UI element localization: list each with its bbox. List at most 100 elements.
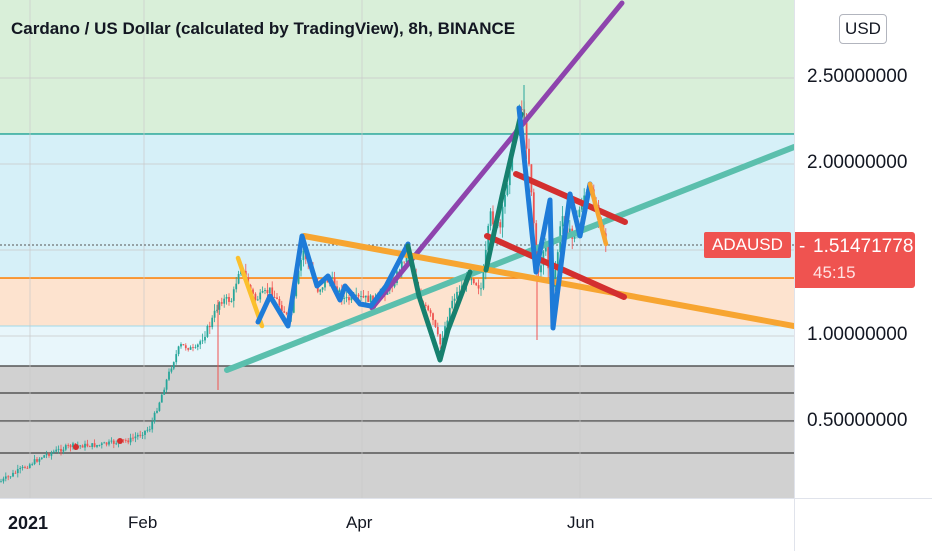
candle-body <box>60 448 62 452</box>
candle-body <box>199 341 202 345</box>
candle-body <box>108 441 110 445</box>
candle-body <box>561 216 564 227</box>
candle-body <box>331 277 334 279</box>
candle-body <box>189 347 192 350</box>
candle-body <box>547 246 550 269</box>
candle-body <box>165 379 168 390</box>
grid-lines <box>0 0 794 498</box>
candle-body <box>168 371 170 380</box>
x-tick-label: Feb <box>128 513 158 532</box>
candle-body <box>98 444 101 446</box>
candle-body <box>93 443 96 447</box>
candle-body <box>345 297 348 299</box>
candle-body <box>43 455 46 458</box>
candle-body <box>338 289 341 292</box>
candle-body <box>110 440 113 442</box>
wave-blue-right <box>516 105 593 331</box>
candle-body <box>300 260 302 271</box>
candle-body <box>273 297 276 299</box>
candle-body <box>163 389 166 395</box>
candle-body <box>136 434 139 437</box>
y-tick-label: 2.00000000 <box>807 152 908 173</box>
candle-body <box>122 439 125 441</box>
candle-body <box>153 412 156 422</box>
candle-body <box>436 326 439 335</box>
candle-body <box>326 281 329 283</box>
candle-body <box>446 320 449 327</box>
candle-body <box>554 269 557 287</box>
candle-body <box>297 270 300 284</box>
chart-plot-area[interactable]: Cardano / US Dollar (calculated by Tradi… <box>0 0 794 498</box>
candle-body <box>192 347 194 348</box>
candle-body <box>196 344 199 347</box>
candle-body <box>439 334 442 345</box>
symbol-badge: ADAUSD <box>704 232 791 258</box>
x-tick-label: Jun <box>567 513 595 532</box>
candle-body <box>532 192 535 224</box>
candle-body <box>144 430 146 435</box>
candle-body <box>91 443 94 447</box>
candle-body <box>525 120 528 149</box>
event-dot <box>117 438 123 444</box>
candle-body <box>175 354 178 363</box>
candle-body <box>182 344 185 346</box>
candle-body <box>357 294 360 297</box>
time-axis[interactable]: 2021 Feb Apr Jun <box>0 498 794 551</box>
y-tick-label: 1.00000000 <box>807 324 908 345</box>
candle-body <box>129 437 132 443</box>
candle-body <box>134 436 137 439</box>
candle-body <box>194 346 197 348</box>
candle-body <box>220 302 223 304</box>
wave-green-up <box>483 111 524 273</box>
wave-orange-right <box>587 181 609 247</box>
candle-body <box>12 472 14 477</box>
candle-body <box>268 287 271 294</box>
candle-body <box>492 211 494 225</box>
chart-title: Cardano / US Dollar (calculated by Tradi… <box>11 19 516 38</box>
candle-body <box>33 459 36 465</box>
candle-body <box>540 265 542 273</box>
candle-body <box>520 109 523 110</box>
x-tick-label: 2021 <box>8 513 49 533</box>
candle-body <box>254 293 257 301</box>
candle-body <box>184 345 187 349</box>
candle-body <box>278 298 281 306</box>
candle-body <box>213 310 216 318</box>
candle-body <box>124 440 127 441</box>
candle-body <box>256 299 259 301</box>
candle-body <box>208 326 211 328</box>
candle-body <box>393 283 396 287</box>
candle-body <box>424 304 427 306</box>
price-tick-mark: - <box>799 236 806 257</box>
wave-yellow <box>235 255 265 329</box>
candle-body <box>235 283 238 290</box>
zone-green <box>0 0 794 134</box>
candle-body <box>141 434 144 436</box>
candle-body <box>146 429 149 431</box>
candle-body <box>489 211 492 226</box>
candle-body <box>88 446 91 448</box>
candle-body <box>96 445 98 447</box>
candle-body <box>266 290 269 294</box>
currency-button[interactable]: USD <box>839 14 887 44</box>
candle-body <box>434 320 437 327</box>
candle-body <box>451 300 454 309</box>
candle-body <box>206 326 209 337</box>
candle-body <box>170 368 173 372</box>
candle-body <box>52 451 55 453</box>
candle-body <box>103 442 106 444</box>
candle-body <box>172 362 175 369</box>
candle-body <box>475 283 478 286</box>
candle-body <box>223 298 226 304</box>
chart-canvas[interactable] <box>0 0 794 498</box>
candle-body <box>506 185 509 195</box>
candle-body <box>232 289 235 301</box>
candle-body <box>364 295 367 298</box>
candle-body <box>348 297 350 301</box>
x-tick-label: Apr <box>346 513 373 532</box>
candle-body <box>26 467 29 469</box>
candle-body <box>187 348 190 350</box>
candle-body <box>112 440 115 444</box>
candle-body <box>81 445 84 448</box>
candle-body <box>302 250 305 261</box>
